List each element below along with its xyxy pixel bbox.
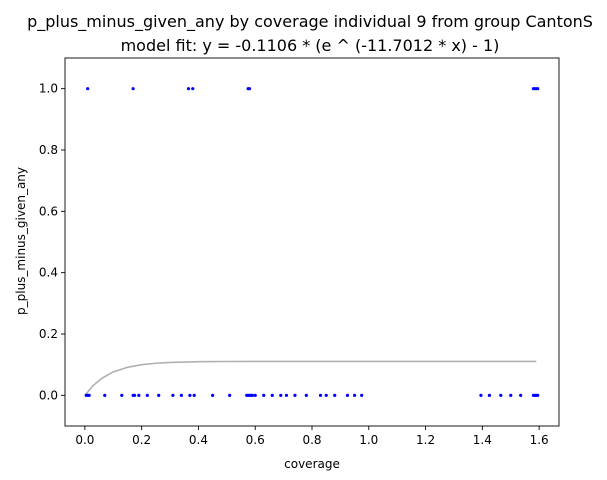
data-point — [536, 87, 540, 91]
x-tick-label: 0.2 — [132, 433, 151, 447]
chart-subtitle: model fit: y = -0.1106 * (e ^ (-11.7012 … — [121, 36, 500, 55]
y-tick-label: 0.6 — [39, 204, 58, 218]
data-point — [120, 393, 124, 397]
data-point — [519, 393, 523, 397]
y-tick-label: 0.2 — [39, 327, 58, 341]
data-point — [324, 393, 328, 397]
data-point — [87, 393, 91, 397]
data-point — [509, 393, 513, 397]
data-point — [284, 393, 289, 397]
x-tick-label: 0.0 — [75, 433, 94, 447]
data-point — [262, 393, 266, 397]
data-point — [333, 393, 337, 397]
y-tick-label: 1.0 — [39, 82, 58, 96]
y-tick-label: 0.4 — [39, 266, 58, 280]
data-point — [192, 393, 196, 397]
x-tick-label: 0.4 — [189, 433, 208, 447]
data-point — [191, 87, 195, 91]
x-tick-label: 1.6 — [530, 433, 549, 447]
x-tick-label: 1.4 — [473, 433, 492, 447]
y-axis-label: p_plus_minus_given_any — [14, 167, 28, 315]
data-point — [211, 393, 215, 397]
data-point — [345, 393, 350, 397]
data-point — [157, 393, 161, 397]
data-point — [247, 87, 252, 91]
data-point — [171, 393, 175, 397]
plot-area: 0.0 0.2 0.4 0.6 0.8 1.0 1.2 1.4 1.6 0.0 0.2 0.4 0.6 0… — [39, 57, 560, 447]
data-point — [132, 393, 137, 397]
data-point — [253, 393, 257, 397]
x-axis-label: coverage — [284, 457, 340, 471]
data-point — [293, 393, 297, 397]
data-point — [137, 393, 141, 397]
data-point — [536, 393, 540, 397]
data-point — [479, 393, 483, 397]
chart-title: p_plus_minus_given_any by coverage indiv… — [27, 12, 593, 32]
y-tick-label: 0.8 — [39, 143, 58, 157]
data-point — [188, 393, 192, 397]
data-point — [304, 393, 308, 397]
data-point — [86, 87, 90, 91]
x-tick-label: 0.8 — [302, 433, 321, 447]
data-point — [318, 393, 323, 397]
data-point — [179, 393, 183, 397]
x-tick-label: 1.0 — [359, 433, 378, 447]
x-tick-label: 1.2 — [416, 433, 435, 447]
data-point — [145, 393, 149, 397]
data-point — [270, 393, 274, 397]
data-point — [131, 87, 135, 91]
data-point — [279, 393, 283, 397]
data-point — [103, 393, 107, 397]
data-point — [250, 393, 254, 397]
data-point — [487, 393, 492, 397]
data-point — [186, 87, 191, 91]
data-point — [499, 393, 503, 397]
y-tick-label: 0.0 — [39, 388, 58, 402]
data-point — [360, 393, 364, 397]
x-tick-label: 0.6 — [246, 433, 265, 447]
model-fit-line — [84, 360, 537, 396]
data-point — [352, 393, 357, 397]
data-point — [228, 393, 232, 397]
